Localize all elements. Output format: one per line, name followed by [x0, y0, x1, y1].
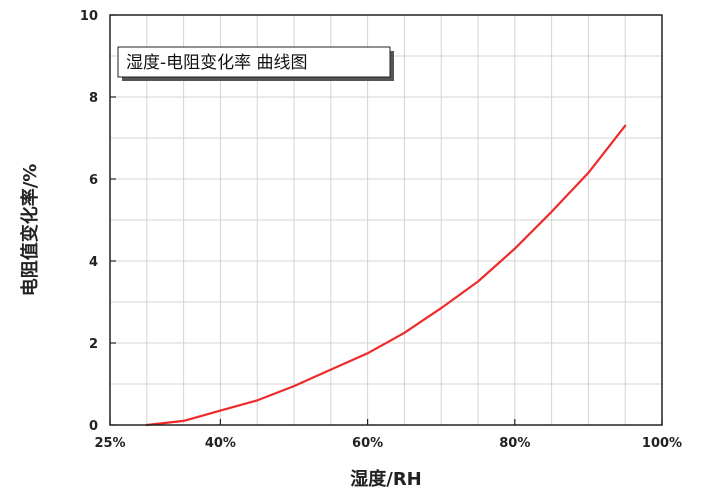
- y-axis-title: 电阻值变化率/%: [19, 164, 41, 297]
- y-tick-label: 10: [80, 9, 98, 24]
- x-tick-label: 25%: [94, 436, 125, 451]
- x-tick-label: 80%: [499, 436, 530, 451]
- y-tick-label: 4: [89, 255, 98, 270]
- x-axis-title: 湿度/RH: [350, 468, 422, 490]
- y-tick-label: 2: [89, 337, 98, 352]
- series-line: [145, 124, 627, 427]
- y-tick-label: 6: [89, 173, 98, 188]
- x-tick-label: 100%: [642, 436, 682, 451]
- legend-box: 湿度-电阻变化率 曲线图: [117, 46, 394, 81]
- x-tick-label: 40%: [205, 436, 236, 451]
- y-tick-label: 8: [89, 91, 98, 106]
- series-layer: [145, 124, 627, 427]
- chart-annotation: 湿度-电阻变化率 曲线图: [126, 53, 308, 73]
- x-tick-label: 60%: [352, 436, 383, 451]
- x-axis: 25% 40% 60% 80% 100%: [94, 419, 682, 451]
- y-tick-label: 0: [89, 419, 98, 434]
- plot-frame: [109, 14, 663, 426]
- grid: [110, 15, 662, 425]
